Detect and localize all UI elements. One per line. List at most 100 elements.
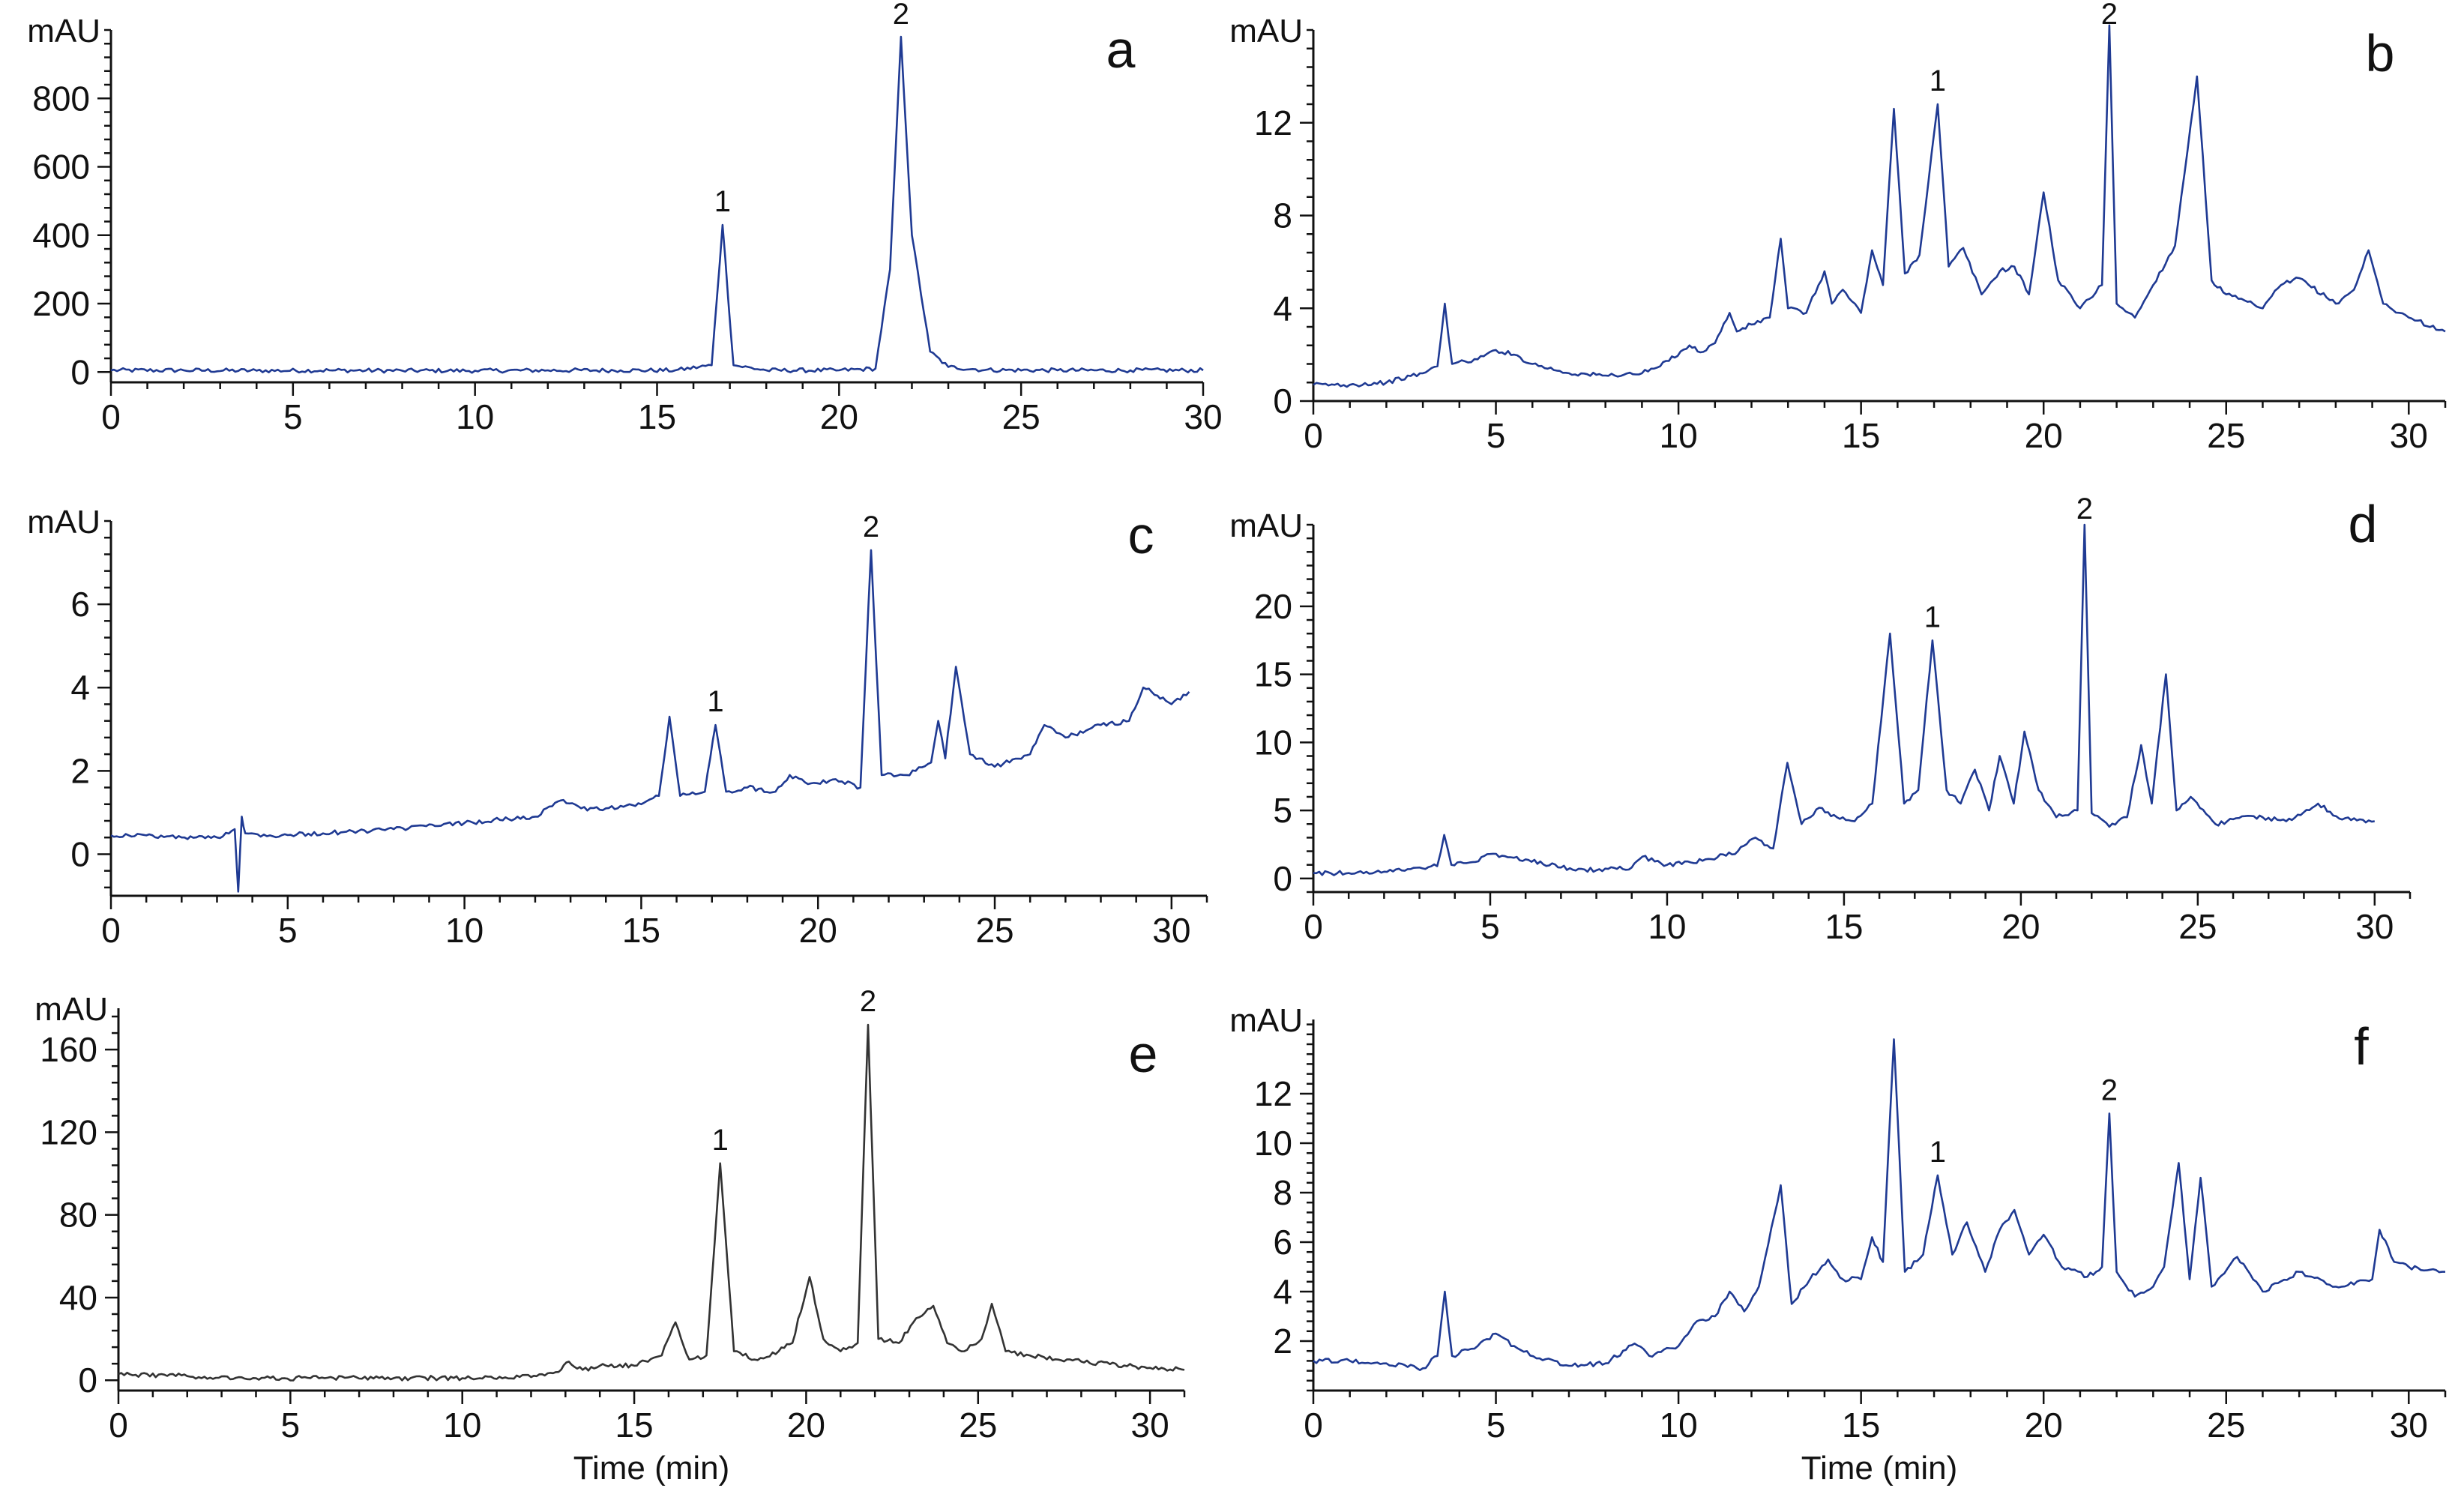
peak-label: 2 — [860, 985, 876, 1018]
x-tick-label: 10 — [1648, 907, 1686, 946]
x-tick-label: 25 — [2207, 416, 2245, 455]
y-tick-label: 12 — [1254, 1074, 1292, 1113]
x-tick-label: 5 — [1480, 907, 1500, 946]
y-tick-label: 80 — [59, 1196, 97, 1235]
y-tick-label: 0 — [1273, 382, 1292, 421]
x-tick-label: 30 — [1152, 911, 1190, 950]
y-axis-label: mAU — [27, 504, 100, 540]
y-tick-label: 8 — [1273, 196, 1292, 235]
y-tick-label: 10 — [1254, 723, 1292, 762]
chromatogram-trace — [1313, 24, 2446, 388]
x-tick-label: 10 — [1660, 416, 1698, 455]
y-tick-label: 400 — [32, 216, 90, 255]
x-tick-label: 0 — [101, 911, 121, 950]
x-tick-label: 15 — [1842, 416, 1880, 455]
y-tick-label: 6 — [70, 585, 90, 624]
x-axis-label: Time (min) — [1801, 1450, 1958, 1487]
y-tick-label: 0 — [1273, 859, 1292, 898]
y-tick-label: 2 — [1273, 1322, 1292, 1361]
y-tick-label: 4 — [1273, 1272, 1292, 1311]
x-tick-label: 30 — [2390, 416, 2428, 455]
x-tick-label: 0 — [109, 1406, 128, 1445]
x-tick-label: 10 — [443, 1406, 481, 1445]
y-tick-label: 12 — [1254, 103, 1292, 142]
peak-label: 1 — [707, 685, 723, 718]
x-tick-label: 25 — [1002, 397, 1040, 436]
peak-label: 2 — [2101, 1073, 2118, 1106]
x-tick-label: 30 — [1131, 1406, 1169, 1445]
x-tick-label: 20 — [2025, 1406, 2063, 1445]
panel-letter: c — [1128, 506, 1154, 564]
chromatogram-trace — [118, 1023, 1185, 1382]
x-tick-label: 0 — [101, 397, 121, 436]
y-axis-label: mAU — [34, 991, 108, 1028]
y-tick-label: 40 — [59, 1278, 97, 1317]
y-tick-label: 10 — [1254, 1124, 1292, 1163]
x-tick-label: 15 — [638, 397, 676, 436]
y-tick-label: 0 — [70, 352, 90, 391]
x-tick-label: 15 — [615, 1406, 653, 1445]
x-tick-label: 15 — [622, 911, 660, 950]
panel-d: 0 5 10 15 20 25 30 0 5 10 15 20 mAU d 1 2 — [1229, 493, 2412, 946]
y-tick-label: 160 — [40, 1030, 97, 1069]
panel-letter: f — [2354, 1017, 2369, 1076]
peak-label: 1 — [712, 1124, 729, 1157]
y-tick-label: 4 — [1273, 289, 1292, 328]
peak-label: 1 — [714, 185, 731, 218]
chromatogram-trace — [1313, 1038, 2445, 1371]
y-axis-label: mAU — [1229, 507, 1303, 544]
x-tick-label: 0 — [1304, 907, 1323, 946]
x-tick-label: 10 — [445, 911, 484, 950]
panel-letter: b — [2366, 24, 2395, 82]
y-tick-label: 20 — [1254, 587, 1292, 626]
peak-label: 1 — [1924, 600, 1941, 633]
panel-letter: d — [2349, 495, 2378, 553]
x-tick-label: 0 — [1304, 1406, 1323, 1445]
panel-letter: a — [1106, 20, 1136, 79]
panel-c: 0 5 10 15 20 25 30 0 2 4 6 mAU c 1 2 — [27, 504, 1208, 950]
y-tick-label: 0 — [78, 1361, 97, 1400]
y-tick-label: 200 — [32, 284, 90, 323]
x-tick-label: 20 — [2001, 907, 2040, 946]
x-tick-label: 20 — [820, 397, 858, 436]
x-tick-label: 15 — [1825, 907, 1863, 946]
peak-label: 1 — [1930, 1136, 1946, 1169]
chromatogram-trace — [110, 35, 1204, 374]
x-tick-label: 5 — [1486, 416, 1506, 455]
peak-label: 2 — [863, 510, 879, 543]
peak-label: 2 — [2076, 493, 2093, 525]
y-tick-label: 15 — [1254, 655, 1292, 694]
y-tick-label: 0 — [70, 834, 90, 873]
peak-label: 2 — [893, 0, 909, 31]
x-tick-label: 20 — [799, 911, 837, 950]
x-tick-label: 30 — [1184, 397, 1222, 436]
x-tick-label: 25 — [975, 911, 1013, 950]
x-tick-label: 25 — [2207, 1406, 2245, 1445]
x-tick-label: 30 — [2390, 1406, 2428, 1445]
y-axis-label: mAU — [1229, 1002, 1303, 1039]
x-tick-label: 30 — [2355, 907, 2394, 946]
x-tick-label: 20 — [787, 1406, 825, 1445]
y-tick-label: 2 — [70, 751, 90, 790]
x-tick-label: 25 — [2178, 907, 2217, 946]
y-tick-label: 8 — [1273, 1173, 1292, 1212]
x-tick-label: 10 — [456, 397, 494, 436]
x-tick-label: 5 — [283, 397, 303, 436]
x-tick-label: 10 — [1660, 1406, 1698, 1445]
x-tick-label: 25 — [959, 1406, 997, 1445]
y-tick-label: 6 — [1273, 1223, 1292, 1262]
x-tick-label: 5 — [281, 1406, 301, 1445]
x-tick-label: 5 — [1486, 1406, 1506, 1445]
panel-a: 0 5 10 15 20 25 30 0 200 400 600 800 mAU a 1 2 — [27, 0, 1222, 436]
chromatogram-trace — [110, 549, 1190, 893]
y-axis-label: mAU — [1229, 13, 1303, 49]
x-tick-label: 0 — [1304, 416, 1323, 455]
y-tick-label: 600 — [32, 148, 90, 187]
y-tick-label: 800 — [32, 79, 90, 118]
y-tick-label: 5 — [1273, 791, 1292, 830]
panel-letter: e — [1129, 1025, 1158, 1083]
